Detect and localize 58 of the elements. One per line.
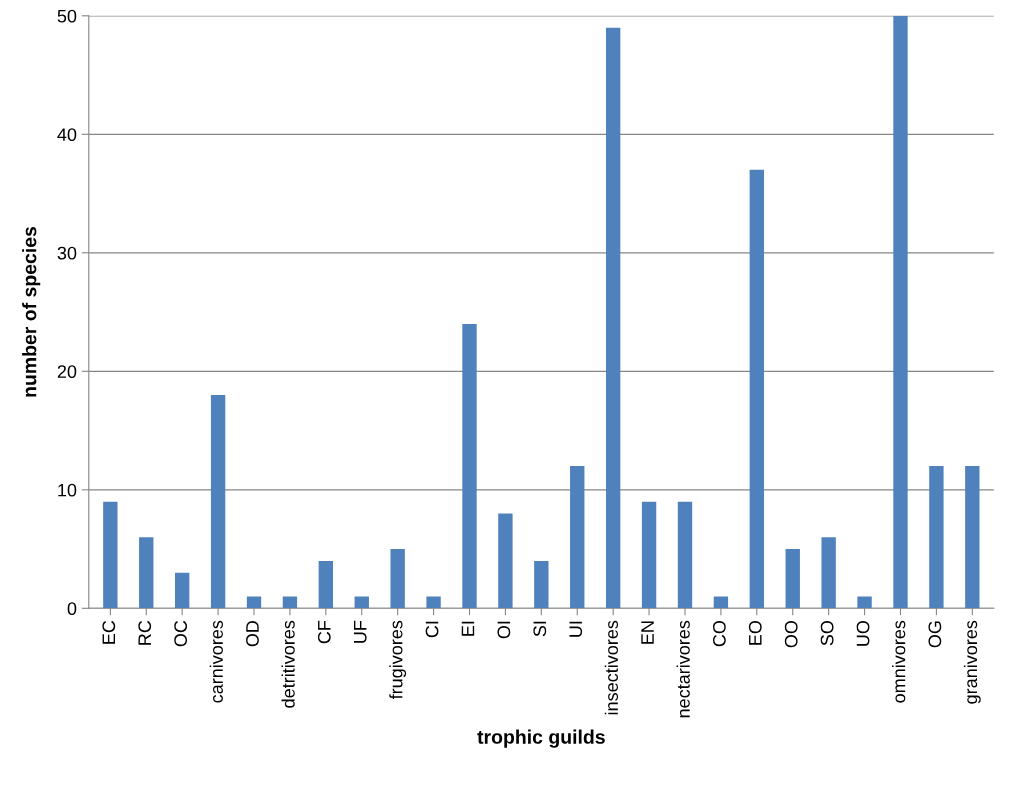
x-tick-label: granivores [963, 620, 981, 704]
x-tick-label: EO [748, 620, 762, 645]
bar [462, 323, 477, 609]
x-tick-label: CF [317, 620, 331, 644]
bar [139, 537, 154, 609]
bar [390, 549, 405, 609]
bar [893, 15, 908, 609]
x-tick-label: EC [102, 620, 116, 644]
x-axis-title: trophic guilds [477, 729, 605, 748]
bar [713, 596, 729, 609]
x-tick-label: RC [138, 620, 152, 645]
bar [282, 596, 298, 609]
y-axis-title: number of species [22, 226, 41, 397]
bar [354, 596, 369, 609]
x-tick-label: OI [497, 621, 511, 639]
bar [929, 466, 944, 609]
x-tick-label: SO [820, 620, 834, 646]
x-tick-label: CI [425, 621, 439, 638]
y-tick-label: 10 [58, 483, 77, 497]
bar [246, 596, 262, 609]
x-tick-label: EN [641, 621, 654, 644]
x-tick-label: OO [784, 620, 798, 648]
x-tick-label: EI [461, 621, 475, 636]
bar [677, 501, 693, 609]
bar [570, 466, 585, 609]
x-tick-label: nectarivores [676, 620, 690, 718]
bar [749, 169, 765, 609]
bar [785, 549, 800, 609]
bar [821, 537, 836, 609]
y-tick-label: 40 [57, 128, 77, 142]
y-tick-label: 20 [57, 365, 77, 379]
x-tick-label: frugivores [389, 620, 407, 700]
x-tick-label: CO [712, 620, 726, 647]
x-tick-label: detritivores [281, 620, 295, 708]
x-tick-label: UO [856, 620, 870, 646]
x-tick-label: UI [569, 621, 583, 637]
bar [318, 560, 334, 609]
x-tick-label: OD [246, 620, 259, 647]
bar [426, 596, 441, 609]
x-tick-label: OG [928, 621, 942, 648]
bar [857, 596, 872, 609]
y-tick-label: 30 [57, 246, 77, 260]
bar [605, 27, 621, 609]
y-tick-label: 50 [57, 9, 77, 23]
bar [210, 395, 226, 609]
bar [174, 572, 190, 609]
x-tick-label: UF [354, 620, 367, 643]
bar [498, 513, 513, 609]
bar [534, 560, 549, 609]
x-tick-label: OC [174, 620, 188, 647]
y-tick-label: 0 [67, 602, 77, 616]
x-tick-label: SI [533, 621, 547, 637]
x-tick-label: carnivores [209, 620, 223, 703]
x-tick-label: omnivores [892, 620, 906, 703]
bar [641, 501, 657, 609]
x-tick-label: insectivores [604, 620, 619, 715]
bar [965, 466, 980, 609]
bar [103, 501, 118, 609]
